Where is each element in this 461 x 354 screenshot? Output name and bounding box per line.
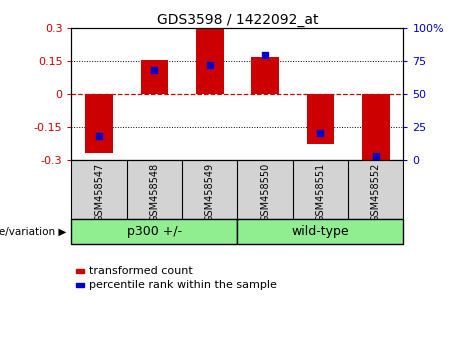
Text: GSM458552: GSM458552 — [371, 163, 381, 222]
Text: wild-type: wild-type — [292, 225, 349, 238]
Bar — [362, 94, 390, 160]
Bar — [251, 57, 279, 94]
Point — [151, 68, 158, 73]
Text: GSM458549: GSM458549 — [205, 163, 215, 222]
Text: GSM458550: GSM458550 — [260, 163, 270, 222]
Text: percentile rank within the sample: percentile rank within the sample — [89, 280, 277, 290]
Bar — [85, 94, 113, 153]
Point — [261, 52, 269, 57]
Bar — [196, 29, 224, 94]
Title: GDS3598 / 1422092_at: GDS3598 / 1422092_at — [157, 13, 318, 27]
Bar — [141, 60, 168, 94]
Point — [206, 62, 213, 68]
Bar — [307, 94, 334, 144]
Text: GSM458547: GSM458547 — [94, 163, 104, 222]
Text: p300 +/-: p300 +/- — [127, 225, 182, 238]
Point — [95, 133, 103, 139]
Text: genotype/variation ▶: genotype/variation ▶ — [0, 227, 67, 237]
Text: GSM458551: GSM458551 — [315, 163, 325, 222]
Point — [317, 131, 324, 136]
Point — [372, 153, 379, 159]
Text: GSM458548: GSM458548 — [149, 163, 160, 222]
Text: transformed count: transformed count — [89, 266, 193, 276]
